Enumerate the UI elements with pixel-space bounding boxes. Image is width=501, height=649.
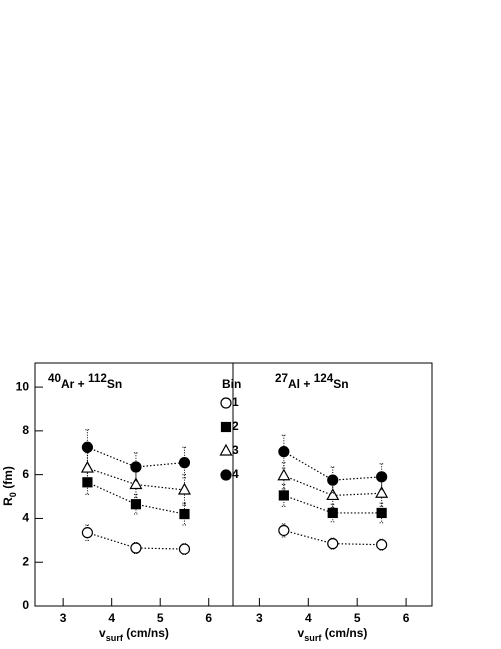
- marker: [327, 474, 339, 486]
- y-tick-label: 4: [22, 511, 29, 525]
- panel-title: 40Ar + 112Sn: [48, 372, 122, 392]
- series: [278, 484, 387, 524]
- panel-title: 27Al + 124Sn: [275, 372, 349, 392]
- y-tick-label: 6: [22, 467, 29, 481]
- y-axis-label: R0 (fm): [1, 466, 18, 506]
- error-bar: [281, 434, 286, 469]
- marker: [376, 539, 388, 551]
- text-part: Sn: [107, 377, 122, 391]
- marker: [219, 443, 233, 456]
- series-line: [283, 494, 382, 514]
- series: [278, 434, 388, 494]
- marker: [80, 460, 94, 473]
- marker: [327, 507, 338, 519]
- marker: [376, 471, 388, 483]
- text-part: v: [298, 626, 305, 640]
- marker: [375, 486, 389, 498]
- text-part: (cm/ns): [321, 626, 367, 640]
- marker: [278, 446, 290, 458]
- marker: [179, 508, 190, 520]
- text-part: (fm): [1, 466, 15, 492]
- legend-label: 1: [232, 395, 239, 409]
- marker: [220, 421, 232, 433]
- marker: [178, 543, 191, 555]
- text-part: 0: [8, 492, 18, 497]
- text-part: Sn: [333, 377, 348, 391]
- x-tick-label: 3: [256, 611, 263, 625]
- marker: [278, 524, 290, 537]
- marker: [178, 457, 191, 469]
- x-tick-label: 5: [354, 611, 361, 625]
- x-tick-label: 5: [157, 611, 164, 625]
- marker: [81, 527, 94, 539]
- marker: [177, 482, 191, 495]
- marker: [130, 461, 142, 473]
- text-part: 27: [275, 372, 288, 385]
- series: [81, 429, 191, 482]
- text-part: surf: [304, 633, 322, 643]
- series: [81, 524, 191, 556]
- marker: [130, 499, 142, 510]
- marker: [81, 441, 94, 453]
- text-part: Al +: [288, 377, 314, 391]
- marker: [326, 488, 340, 501]
- text-part: surf: [106, 633, 124, 643]
- y-tick-label: 2: [22, 554, 29, 568]
- marker: [220, 469, 232, 481]
- x-tick-label: 6: [403, 611, 410, 625]
- legend-label: 3: [232, 443, 239, 457]
- marker: [277, 468, 291, 481]
- marker: [220, 397, 232, 409]
- series-line: [87, 446, 185, 468]
- series: [278, 523, 388, 551]
- series: [82, 469, 190, 526]
- marker: [278, 490, 289, 501]
- x-tick-label: 4: [108, 611, 115, 625]
- text-part: Ar +: [61, 377, 88, 391]
- x-tick-label: 6: [205, 611, 212, 625]
- x-tick-label: 4: [305, 611, 312, 625]
- text-part: 112: [88, 372, 107, 385]
- text-part: 124: [314, 372, 334, 385]
- error-bar: [133, 493, 138, 515]
- error-bar: [379, 502, 384, 524]
- text-part: 40: [48, 372, 62, 385]
- legend-title: Bin: [222, 377, 241, 391]
- marker: [82, 477, 93, 488]
- plot-frame: [232, 362, 433, 607]
- marker: [327, 538, 339, 550]
- legend-label: 2: [232, 419, 239, 433]
- marker: [129, 477, 143, 490]
- marker: [130, 542, 142, 554]
- x-axis-label: vsurf (cm/ns): [298, 626, 368, 643]
- series: [277, 462, 389, 508]
- y-tick-label: 8: [22, 423, 29, 437]
- y-tick-label: 10: [16, 379, 30, 393]
- text-part: v: [99, 626, 106, 640]
- text-part: (cm/ns): [123, 626, 169, 640]
- error-bar: [133, 452, 138, 482]
- text-part: R: [1, 497, 15, 506]
- marker: [376, 507, 387, 519]
- legend-label: 4: [232, 467, 239, 481]
- x-axis-label: vsurf (cm/ns): [99, 626, 169, 643]
- y-tick-label: 0: [22, 598, 29, 612]
- x-tick-label: 3: [60, 611, 67, 625]
